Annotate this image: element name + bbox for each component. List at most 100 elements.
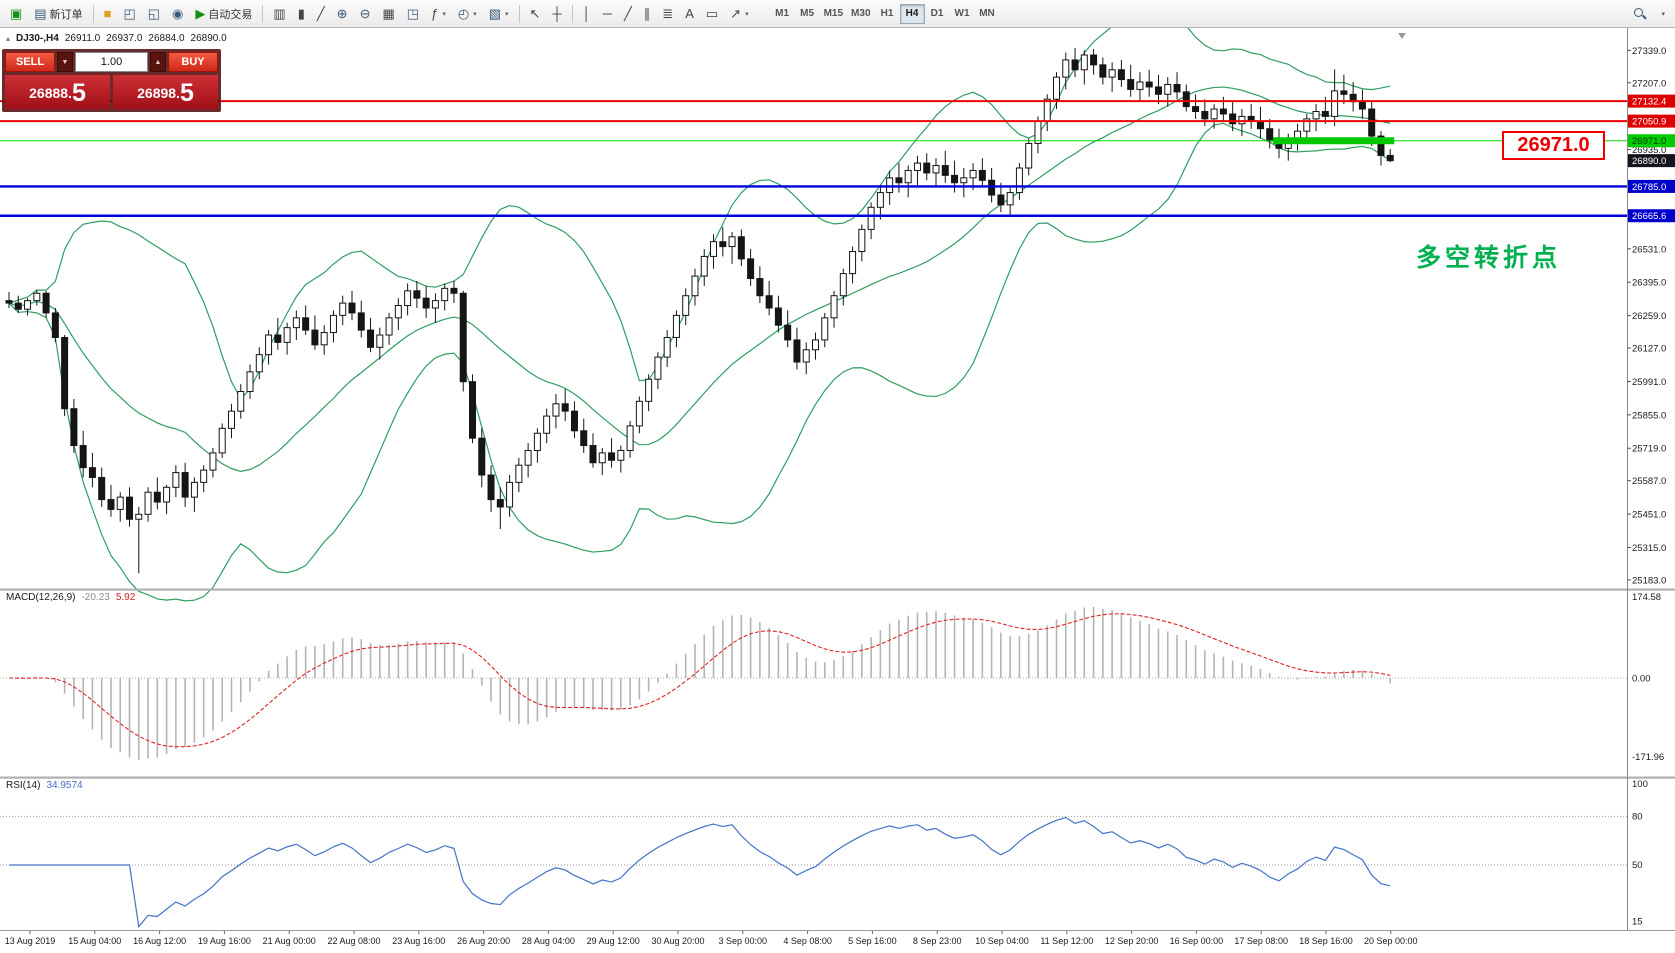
timeframe-button-m30[interactable]: M30: [851, 8, 871, 19]
time-axis-label: 26 Aug 20:00: [457, 936, 510, 946]
cursor-icon: ↖: [529, 6, 541, 21]
timeframe-toolbar: M1 M5 M15 M30 H1 H4 D1 W1 MN: [770, 3, 1000, 24]
periods-button[interactable]: ◴ ▾: [453, 3, 482, 25]
time-axis[interactable]: 13 Aug 2019 15 Aug 04:00 16 Aug 12:00 19 Au…: [5, 931, 1418, 946]
one-click-trading-panel: SELL ▼ 1.00 ▲ BUY 26888. 5 26898. 5: [2, 49, 221, 112]
vertical-line-tool-button[interactable]: │: [578, 3, 596, 25]
toolbar-right-group: ▾: [1628, 3, 1670, 25]
candle-chart-mode-button[interactable]: ▮: [293, 3, 310, 25]
timeframe-button-m5[interactable]: M5: [800, 8, 815, 19]
panel-separators[interactable]: [0, 28, 1675, 931]
arrows-tool-button[interactable]: ↗ ▾: [725, 3, 753, 25]
time-axis-label: 12 Sep 20:00: [1105, 936, 1159, 946]
crosshair-tool-button[interactable]: ┼: [547, 3, 566, 25]
horizontal-lines[interactable]: [0, 100, 1627, 217]
chart-windows-button[interactable]: ◱: [143, 3, 165, 25]
price-tick-label: 26259.0: [1632, 311, 1666, 322]
sell-button[interactable]: SELL: [5, 52, 55, 72]
time-axis-label: 17 Sep 08:00: [1234, 936, 1288, 946]
trendline-tool-button[interactable]: ╱: [619, 3, 637, 25]
profiles-button[interactable]: ■: [99, 3, 117, 25]
app-icon: ▣: [10, 6, 23, 21]
price-callout-box[interactable]: 26971.0: [1502, 131, 1605, 160]
timeframe-button-d1[interactable]: D1: [930, 8, 944, 19]
zoom-out-button[interactable]: ⊖: [355, 3, 376, 25]
time-axis-label: 10 Sep 04:00: [975, 936, 1029, 946]
channel-tool-button[interactable]: ∥: [639, 3, 656, 25]
timeframe-button-m1[interactable]: M1: [775, 8, 790, 19]
buy-button[interactable]: BUY: [168, 52, 218, 72]
bar-chart-mode-button[interactable]: ▥: [268, 3, 290, 25]
time-axis-label: 8 Sep 23:00: [913, 936, 962, 946]
horizontal-line-tool-button[interactable]: ─: [598, 3, 617, 25]
bollinger-lower: [8, 122, 1391, 602]
turning-point-annotation: 多空转折点: [1416, 244, 1562, 272]
label-tool-button[interactable]: ▭: [701, 3, 723, 25]
vertical-line-icon: │: [582, 6, 591, 21]
templates-button[interactable]: ▧ ▾: [484, 3, 514, 25]
play-icon: ▶: [195, 6, 206, 21]
toolbar-separator: [262, 4, 264, 23]
volume-increase-button[interactable]: ▲: [150, 52, 166, 72]
macd-axis-label: 174.58: [1632, 592, 1661, 603]
price-badge-label: 26665.6: [1632, 211, 1666, 222]
scroll-marker-icon[interactable]: [1398, 33, 1406, 39]
fibonacci-icon: ≣: [662, 6, 674, 21]
rsi-axis-label: 100: [1632, 779, 1648, 790]
template-icon: ▧: [488, 6, 501, 21]
main-toolbar: ▣ ▤ 新订单 ■ ◰ ◱ ◉ ▶ 自动交易 ▥ ▮ ╱ ⊕ ⊖ ▦ ◳ ƒ ▾ …: [0, 0, 1675, 28]
timeframe-button-h4[interactable]: H4: [899, 3, 925, 24]
macd-name: MACD(12,26,9): [6, 592, 76, 603]
price-badge: [1628, 114, 1675, 128]
volume-input[interactable]: 1.00: [75, 52, 148, 72]
panel-toggle-icon[interactable]: ▴: [6, 34, 11, 43]
text-tool-button[interactable]: A: [680, 3, 699, 25]
timeframe-button-h1[interactable]: H1: [880, 8, 894, 19]
time-axis-label: 20 Sep 00:00: [1364, 936, 1418, 946]
macd-signal-value: 5.92: [115, 592, 136, 603]
search-icon: [1633, 7, 1646, 20]
grid-button[interactable]: ▦: [377, 3, 399, 25]
symbol-label: DJ30-,H4: [16, 33, 59, 44]
indicators-button[interactable]: ƒ ▾: [426, 3, 451, 25]
rsi-axis-label: 80: [1632, 811, 1643, 822]
chevron-down-icon: ▾: [504, 10, 509, 18]
bollinger-middle: [8, 86, 1391, 472]
price-tick-label: 27207.0: [1632, 78, 1666, 89]
price-badge: [1628, 94, 1675, 108]
line-chart-icon: ╱: [316, 6, 325, 21]
price-badge: [1628, 209, 1675, 223]
auto-trading-button[interactable]: ▶ 自动交易: [195, 6, 253, 21]
time-axis-label: 23 Aug 16:00: [392, 936, 445, 946]
candles-chart-icon: ▮: [297, 6, 305, 21]
new-order-button[interactable]: ▤ 新订单: [34, 6, 83, 21]
more-tools-button[interactable]: ▾: [1655, 3, 1670, 25]
alerts-button[interactable]: ◉: [167, 3, 188, 25]
search-button[interactable]: [1628, 3, 1651, 25]
time-axis-label: 3 Sep 00:00: [719, 936, 768, 946]
cursor-tool-button[interactable]: ↖: [525, 3, 546, 25]
line-chart-mode-button[interactable]: ╱: [312, 3, 330, 25]
time-axis-label: 16 Aug 12:00: [133, 936, 186, 946]
macd-indicator-label: MACD(12,26,9) -20.23 5.92: [6, 592, 135, 603]
rsi-line: [9, 816, 1391, 929]
price-tick-label: 26935.0: [1632, 145, 1666, 156]
sell-price-display[interactable]: 26888. 5: [5, 75, 110, 109]
close-value: 26890.0: [190, 33, 227, 44]
rsi-panel[interactable]: 100 80 50 15: [0, 779, 1648, 929]
toolbar-separator: [571, 4, 573, 23]
support-highlight-bar[interactable]: [1272, 137, 1395, 145]
price-axis[interactable]: 27339.0 27207.0 26935.0 26531.0 26395.0 26259…: [1627, 46, 1675, 587]
timeframe-button-w1[interactable]: W1: [954, 8, 970, 19]
fibonacci-tool-button[interactable]: ≣: [657, 3, 678, 25]
zoom-in-button[interactable]: ⊕: [332, 3, 353, 25]
volume-decrease-button[interactable]: ▼: [57, 52, 73, 72]
buy-price-display[interactable]: 26898. 5: [113, 75, 218, 109]
tile-windows-button[interactable]: ◳: [402, 3, 424, 25]
new-chart-button[interactable]: ◰: [118, 3, 140, 25]
macd-panel[interactable]: 174.58 0.00 -171.96: [0, 592, 1664, 763]
timeframe-button-m15[interactable]: M15: [823, 8, 844, 19]
timeframe-button-mn[interactable]: MN: [979, 8, 995, 19]
price-badge: [1628, 179, 1675, 193]
